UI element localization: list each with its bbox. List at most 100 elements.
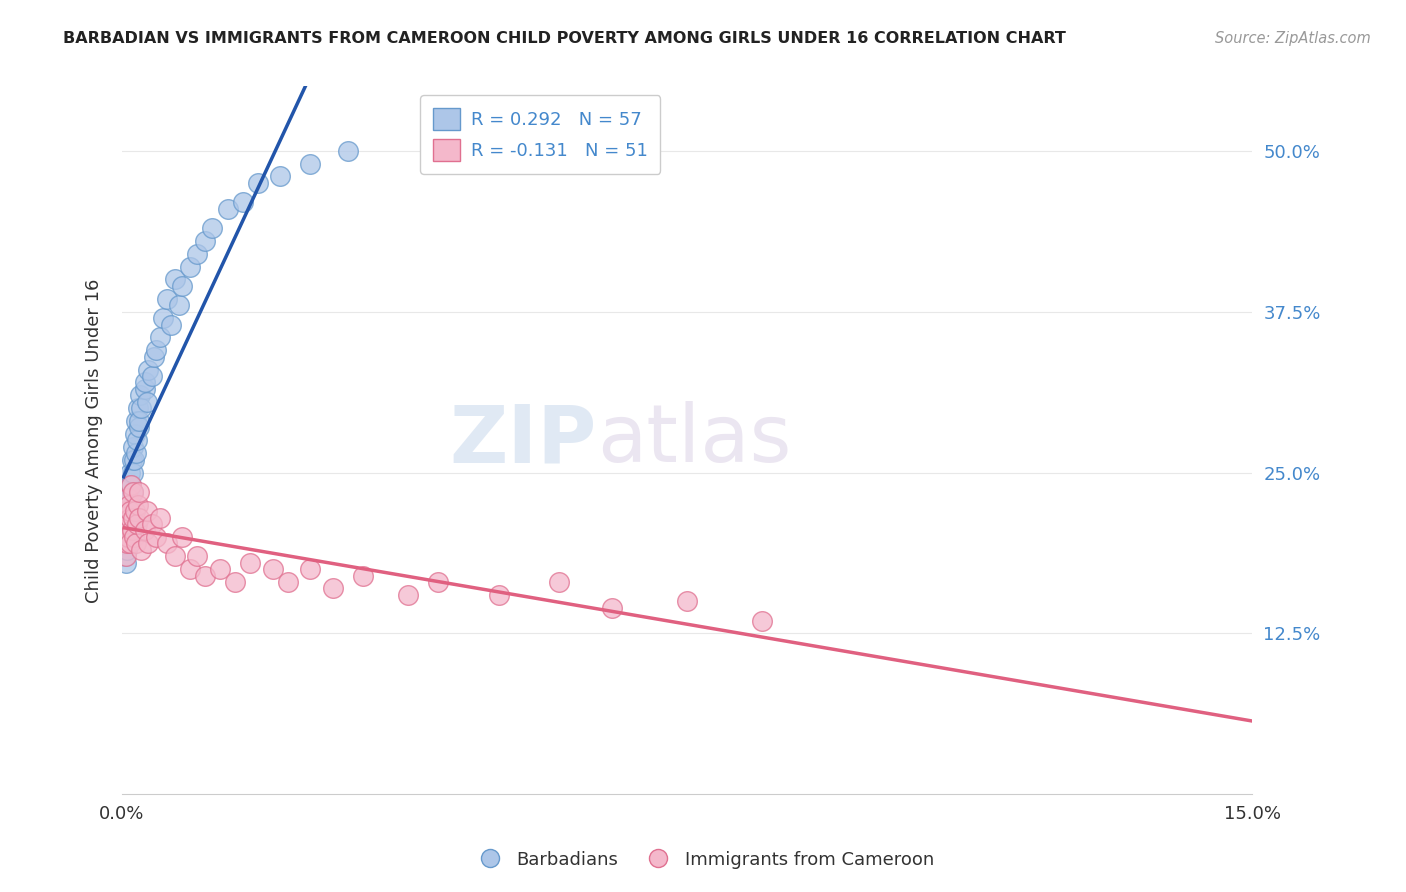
Point xyxy=(299,562,322,576)
Point xyxy=(269,169,291,184)
Point xyxy=(134,524,156,538)
Point xyxy=(145,343,167,358)
Point xyxy=(179,562,201,576)
Point xyxy=(129,401,152,416)
Point xyxy=(128,414,150,428)
Point xyxy=(167,298,190,312)
Point xyxy=(246,176,269,190)
Point xyxy=(352,568,374,582)
Point xyxy=(114,510,136,524)
Point xyxy=(232,195,254,210)
Point xyxy=(138,362,160,376)
Point xyxy=(156,536,179,550)
Point xyxy=(127,401,149,416)
Point xyxy=(121,452,143,467)
Point xyxy=(149,330,172,344)
Point xyxy=(120,504,142,518)
Point xyxy=(120,478,142,492)
Point xyxy=(115,516,138,531)
Point xyxy=(114,504,136,518)
Point xyxy=(127,516,149,531)
Point xyxy=(122,452,145,467)
Point xyxy=(118,536,141,550)
Point xyxy=(142,350,165,364)
Point xyxy=(121,484,143,499)
Text: atlas: atlas xyxy=(596,401,792,479)
Point xyxy=(121,484,143,499)
Point xyxy=(548,574,571,589)
Point xyxy=(600,600,623,615)
Point xyxy=(179,260,201,274)
Point xyxy=(112,530,135,544)
Point xyxy=(118,504,141,518)
Text: Source: ZipAtlas.com: Source: ZipAtlas.com xyxy=(1215,31,1371,46)
Point xyxy=(194,568,217,582)
Point xyxy=(114,549,136,564)
Point xyxy=(299,156,322,170)
Point xyxy=(124,504,146,518)
Point xyxy=(134,376,156,390)
Legend: Barbadians, Immigrants from Cameroon: Barbadians, Immigrants from Cameroon xyxy=(464,844,942,876)
Point xyxy=(172,530,194,544)
Point xyxy=(217,202,239,216)
Point xyxy=(194,234,217,248)
Point xyxy=(141,369,163,384)
Point xyxy=(128,510,150,524)
Point xyxy=(117,516,139,531)
Point xyxy=(117,530,139,544)
Point xyxy=(117,491,139,506)
Point xyxy=(114,504,136,518)
Point xyxy=(118,491,141,506)
Point xyxy=(122,510,145,524)
Point xyxy=(156,292,179,306)
Point xyxy=(127,498,149,512)
Point xyxy=(112,542,135,557)
Text: ZIP: ZIP xyxy=(450,401,596,479)
Point xyxy=(117,504,139,518)
Point xyxy=(186,246,208,260)
Point xyxy=(117,542,139,557)
Point xyxy=(277,574,299,589)
Point xyxy=(208,562,231,576)
Point xyxy=(117,491,139,506)
Point xyxy=(122,530,145,544)
Y-axis label: Child Poverty Among Girls Under 16: Child Poverty Among Girls Under 16 xyxy=(86,278,103,603)
Point xyxy=(160,318,183,332)
Point xyxy=(120,466,142,480)
Point xyxy=(118,510,141,524)
Text: BARBADIAN VS IMMIGRANTS FROM CAMEROON CHILD POVERTY AMONG GIRLS UNDER 16 CORRELA: BARBADIAN VS IMMIGRANTS FROM CAMEROON CH… xyxy=(63,31,1066,46)
Point xyxy=(239,556,262,570)
Point xyxy=(122,440,145,454)
Point xyxy=(135,394,157,409)
Point xyxy=(172,279,194,293)
Point xyxy=(120,510,142,524)
Point xyxy=(751,614,773,628)
Point xyxy=(122,466,145,480)
Point xyxy=(128,420,150,434)
Point xyxy=(124,536,146,550)
Point xyxy=(115,536,138,550)
Point xyxy=(141,516,163,531)
Point xyxy=(396,588,419,602)
Point xyxy=(121,524,143,538)
Point xyxy=(124,446,146,460)
Point xyxy=(115,530,138,544)
Point xyxy=(125,414,148,428)
Point xyxy=(676,594,699,608)
Point xyxy=(186,549,208,564)
Point xyxy=(117,516,139,531)
Point xyxy=(322,582,344,596)
Point xyxy=(114,516,136,531)
Point xyxy=(163,272,186,286)
Point xyxy=(124,426,146,441)
Point xyxy=(138,536,160,550)
Point xyxy=(134,382,156,396)
Point xyxy=(149,510,172,524)
Point xyxy=(262,562,284,576)
Point xyxy=(488,588,510,602)
Point xyxy=(152,311,174,326)
Point xyxy=(120,478,142,492)
Legend: R = 0.292   N = 57, R = -0.131   N = 51: R = 0.292 N = 57, R = -0.131 N = 51 xyxy=(420,95,661,174)
Point xyxy=(118,498,141,512)
Point xyxy=(128,484,150,499)
